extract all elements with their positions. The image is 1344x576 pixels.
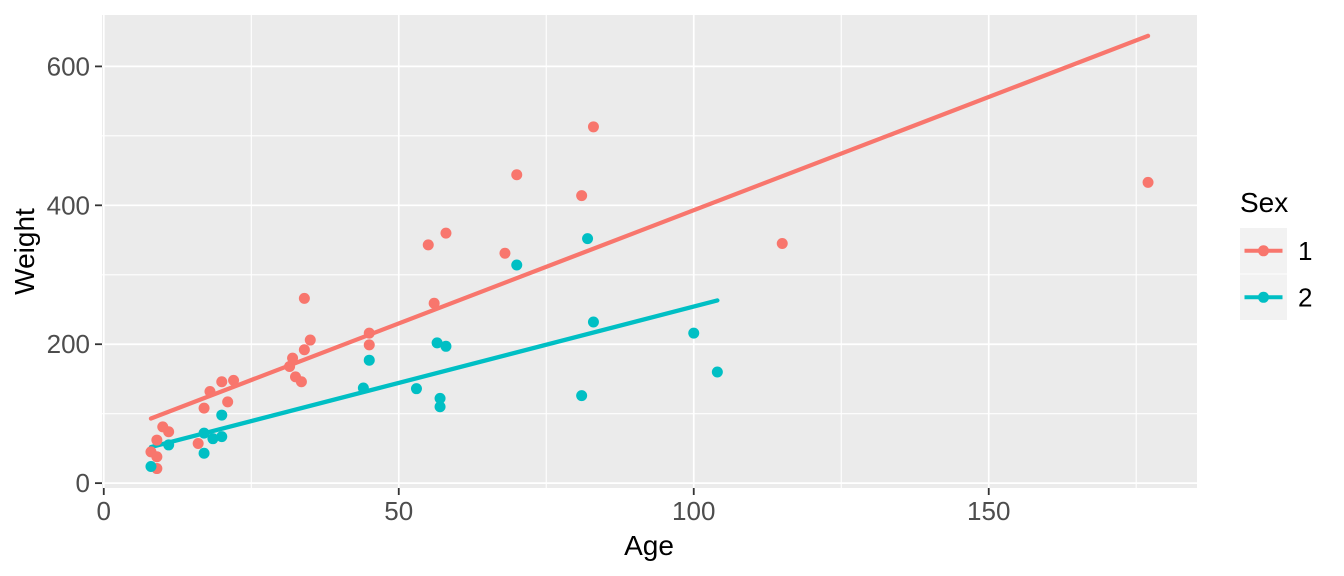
regression-line-sex-2 xyxy=(148,298,720,450)
data-point-sex-1 xyxy=(576,190,588,202)
data-point-sex-1 xyxy=(287,352,299,364)
data-point-sex-1 xyxy=(151,451,163,463)
x-axis-title: Age xyxy=(624,530,674,561)
legend-title: Sex xyxy=(1240,187,1288,218)
x-tick-label: 50 xyxy=(384,496,413,526)
data-point-sex-2 xyxy=(363,354,375,366)
regression-lines xyxy=(148,33,1151,450)
axis-tick-marks xyxy=(95,65,990,495)
plot-panel xyxy=(102,15,1197,488)
data-point-sex-1 xyxy=(295,376,307,388)
x-tick-label: 0 xyxy=(97,496,111,526)
data-point-sex-1 xyxy=(511,169,523,181)
data-point-sex-2 xyxy=(434,401,446,413)
y-axis-title: Weight xyxy=(9,208,40,295)
data-point-sex-1 xyxy=(163,426,175,438)
data-point-sex-2 xyxy=(711,366,723,378)
data-point-sex-1 xyxy=(298,344,310,356)
data-point-sex-1 xyxy=(1142,176,1154,188)
axis-tick-labels: 0 50 100 150 0 200 400 600 xyxy=(47,51,1011,526)
data-point-sex-2 xyxy=(410,383,422,395)
data-point-sex-1 xyxy=(284,360,296,372)
data-point-sex-1 xyxy=(776,238,788,250)
data-point-sex-2 xyxy=(163,439,175,451)
data-point-sex-2 xyxy=(198,427,210,439)
data-point-sex-2 xyxy=(434,392,446,404)
data-point-sex-2 xyxy=(431,337,443,349)
data-point-sex-1 xyxy=(587,121,599,133)
y-tick-label: 200 xyxy=(47,329,90,359)
y-tick-label: 400 xyxy=(47,190,90,220)
data-point-sex-2 xyxy=(207,433,219,445)
data-point-sex-1 xyxy=(222,396,234,408)
data-point-sex-2 xyxy=(511,259,523,271)
data-point-sex-2 xyxy=(440,340,452,352)
data-point-sex-1 xyxy=(499,247,511,259)
data-point-sex-2 xyxy=(688,327,700,339)
data-point-sex-2 xyxy=(216,409,228,421)
data-point-sex-1 xyxy=(428,297,440,309)
data-point-sex-1 xyxy=(298,292,310,304)
data-points xyxy=(145,121,1154,475)
legend-item-1-label: 1 xyxy=(1298,236,1312,266)
legend: Sex 1 2 xyxy=(1240,187,1312,320)
legend-item-2-label: 2 xyxy=(1298,282,1312,312)
data-point-sex-1 xyxy=(363,327,375,339)
data-point-sex-2 xyxy=(198,447,210,459)
data-point-sex-1 xyxy=(422,239,434,251)
data-point-sex-2 xyxy=(357,382,369,394)
data-point-sex-2 xyxy=(576,390,588,402)
data-point-sex-2 xyxy=(582,233,594,245)
x-tick-label: 150 xyxy=(967,496,1010,526)
data-point-sex-1 xyxy=(440,227,452,239)
legend-glyph-point-1 xyxy=(1258,245,1269,257)
gridlines-minor xyxy=(102,15,1197,488)
data-point-sex-2 xyxy=(145,460,157,472)
data-point-sex-2 xyxy=(216,431,228,443)
data-point-sex-1 xyxy=(198,402,210,414)
x-tick-label: 100 xyxy=(672,496,715,526)
y-tick-label: 600 xyxy=(47,51,90,81)
legend-glyph-point-2 xyxy=(1258,291,1269,303)
data-point-sex-2 xyxy=(587,316,599,328)
y-tick-label: 0 xyxy=(76,468,90,498)
data-point-sex-1 xyxy=(192,438,204,450)
data-point-sex-1 xyxy=(304,334,316,346)
regression-line-sex-1 xyxy=(148,33,1151,421)
data-point-sex-1 xyxy=(204,385,216,397)
data-point-sex-1 xyxy=(228,374,240,386)
data-point-sex-1 xyxy=(216,376,228,388)
data-point-sex-1 xyxy=(363,339,375,351)
gridlines-major xyxy=(102,15,1197,488)
data-point-sex-1 xyxy=(151,434,163,446)
